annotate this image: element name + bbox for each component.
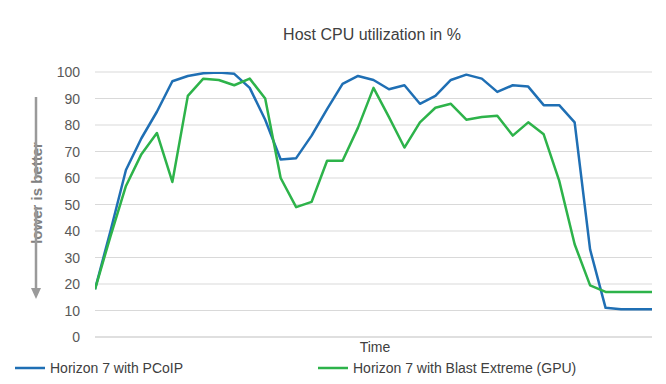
y-tick-label: 10 <box>64 303 80 319</box>
grid-line <box>95 231 652 232</box>
legend-label: Horizon 7 with PCoIP <box>50 360 183 376</box>
y-tick-label: 80 <box>64 117 80 133</box>
grid-line <box>95 204 652 205</box>
series-line <box>95 79 652 292</box>
plot-area <box>95 73 652 310</box>
y-tick-label: 100 <box>57 64 81 80</box>
y-tick-label: 90 <box>64 91 80 107</box>
grid-line <box>95 72 652 73</box>
y-tick-label: 30 <box>64 250 80 266</box>
legend-swatch <box>15 367 45 370</box>
arrow-head <box>31 288 41 299</box>
y-tick-label: 0 <box>72 329 80 345</box>
y-tick-label: 60 <box>64 170 80 186</box>
x-axis-label: Time <box>360 339 391 355</box>
grid-line <box>95 337 652 338</box>
y-tick-label: 70 <box>64 144 80 160</box>
y-tick-label: 40 <box>64 223 80 239</box>
y-tick-label: 20 <box>64 276 80 292</box>
legend-label: Horizon 7 with Blast Extreme (GPU) <box>353 360 576 376</box>
series-line <box>95 73 652 310</box>
y-tick-label: 50 <box>64 197 80 213</box>
chart: Host CPU utilization in % 0 10 20 30 40 50 60 70… <box>0 0 666 384</box>
grid-line <box>95 125 652 126</box>
arrow <box>35 208 38 291</box>
grid-line <box>95 98 652 99</box>
grid-line <box>95 284 652 285</box>
legend-swatch <box>318 367 348 370</box>
grid-line <box>95 310 652 311</box>
grid-line <box>95 178 652 179</box>
grid-line <box>95 257 652 258</box>
title: Host CPU utilization in % <box>283 26 461 43</box>
arrow <box>35 97 38 179</box>
